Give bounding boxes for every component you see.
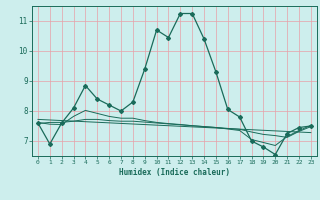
X-axis label: Humidex (Indice chaleur): Humidex (Indice chaleur)	[119, 168, 230, 177]
